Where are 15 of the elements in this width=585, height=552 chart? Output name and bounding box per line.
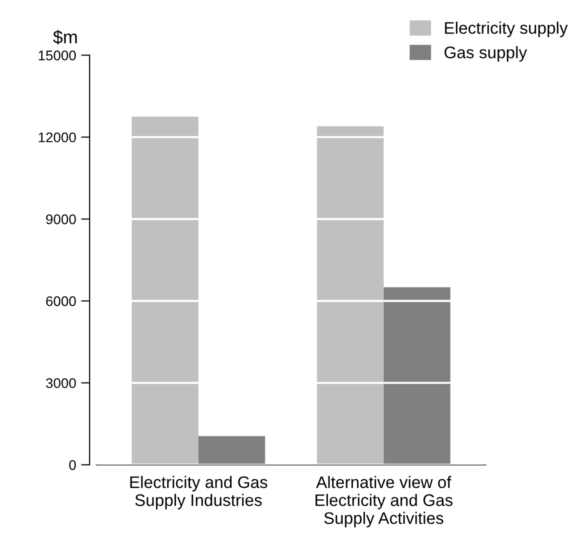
bar (132, 116, 198, 465)
y-tick-label: 0 (69, 460, 76, 470)
x-tick-label: Alternative view of Electricity and Gas Supply Activities (316, 476, 453, 528)
bar (316, 126, 384, 465)
y-tick-label: 6000 (46, 296, 76, 306)
x-tick-label: Electricity and Gas Supply Industries (130, 476, 268, 510)
bar (198, 436, 266, 465)
y-axis-title: $m (53, 30, 77, 45)
y-tick-label: 12000 (38, 132, 76, 142)
y-tick-label: 9000 (46, 214, 76, 224)
bar (384, 287, 450, 465)
y-tick-label: 15000 (38, 50, 76, 60)
y-tick-label: 3000 (46, 378, 76, 388)
legend-label: Gas supply (444, 46, 528, 62)
legend-label: Electricity supply (445, 22, 568, 38)
